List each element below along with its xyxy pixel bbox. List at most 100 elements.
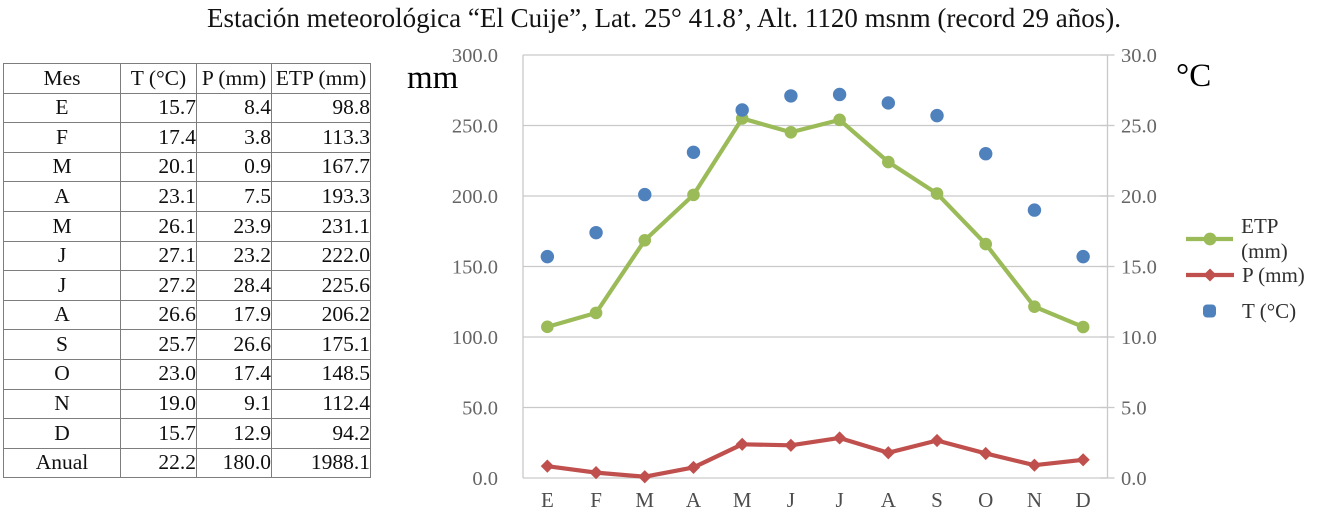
legend-label-p: P (mm) <box>1242 262 1305 287</box>
gridlines <box>522 54 1115 479</box>
table-cell-month: D <box>3 418 121 449</box>
table-cell-value: 15.7 <box>120 418 197 449</box>
etp-series <box>541 112 1090 334</box>
p-marker <box>1027 458 1042 472</box>
table-cell-value: 15.7 <box>120 92 197 124</box>
svg-text:150.0: 150.0 <box>452 257 498 279</box>
svg-text:J: J <box>836 488 844 512</box>
etp-marker <box>1076 320 1090 334</box>
left-axis-unit-label: mm <box>407 60 459 96</box>
svg-text:30.0: 30.0 <box>1121 45 1157 67</box>
legend-item-t: T (°C) <box>1186 298 1328 324</box>
table-cell-value: 113.3 <box>271 122 371 153</box>
table-cell-value: 7.5 <box>196 181 272 212</box>
table-cell-value: 193.3 <box>271 181 371 212</box>
etp-marker <box>638 233 652 247</box>
right-axis-unit-label: °C <box>1176 58 1212 94</box>
etp-marker <box>1028 300 1041 313</box>
svg-text:E: E <box>541 488 554 512</box>
legend-item-p: P (mm) <box>1186 262 1328 288</box>
p-marker <box>1076 453 1090 467</box>
t-point-marker-icon <box>1203 304 1216 318</box>
table-cell-value: 27.2 <box>120 270 197 301</box>
table-header-cell: T (°C) <box>120 63 197 94</box>
t-marker <box>589 225 603 240</box>
table-row: Anual 22.2 180.0 1988.1 <box>3 447 371 479</box>
table-row: N 19.0 9.1 112.4 <box>3 388 371 420</box>
t-marker <box>832 87 847 102</box>
table-cell-value: 167.7 <box>271 151 371 183</box>
table-cell-value: 148.5 <box>271 358 371 390</box>
p-marker <box>686 460 701 475</box>
legend-label-etp: ETP (mm) <box>1241 214 1288 263</box>
p-marker <box>881 446 895 460</box>
t-marker <box>735 103 749 117</box>
p-series <box>540 431 1090 484</box>
table-cell-value: 3.8 <box>196 122 272 153</box>
table-cell-month: Anual <box>3 447 121 479</box>
svg-text:A: A <box>686 488 702 512</box>
table-cell-value: 28.4 <box>196 270 272 301</box>
table-cell-month: F <box>3 122 121 153</box>
svg-text:M: M <box>635 488 654 512</box>
p-marker <box>930 433 944 448</box>
t-marker <box>1076 249 1090 264</box>
right-axis-tick-labels: 0.0 5.0 10.0 15.0 20.0 25.0 30.0 <box>1121 45 1157 490</box>
table-cell-month: E <box>3 92 121 124</box>
t-marker <box>638 187 652 202</box>
t-marker <box>979 147 993 161</box>
p-line-marker-icon <box>1186 268 1234 282</box>
table-header-row: Mes T (°C) P (mm) ETP (mm) <box>3 63 371 94</box>
table-cell-value: 8.4 <box>196 92 272 124</box>
table-cell-month: N <box>3 388 121 420</box>
svg-text:15.0: 15.0 <box>1121 257 1157 279</box>
climate-data-table: Mes T (°C) P (mm) ETP (mm) E 15.7 8.4 98.8 F 17.… <box>3 63 371 479</box>
table-cell-value: 23.2 <box>196 240 272 272</box>
etp-marker <box>541 320 554 334</box>
t-marker <box>881 96 896 110</box>
svg-text:O: O <box>978 488 993 512</box>
table-cell-value: 20.1 <box>120 151 197 183</box>
svg-text:200.0: 200.0 <box>452 186 498 208</box>
table-cell-month: A <box>3 181 121 212</box>
svg-text:A: A <box>881 488 897 512</box>
table-cell-value: 17.9 <box>196 299 272 331</box>
chart-legend: ETP (mm) P (mm) T (°C) <box>1186 214 1328 324</box>
legend-label-t: T (°C) <box>1242 298 1297 323</box>
table-cell-value: 26.1 <box>120 210 197 242</box>
table-header-cell: Mes <box>3 63 121 94</box>
table-cell-value: 206.2 <box>271 299 371 331</box>
svg-text:250.0: 250.0 <box>452 116 498 138</box>
table-cell-value: 22.2 <box>120 447 197 479</box>
etp-marker <box>687 188 700 202</box>
p-marker <box>979 446 993 461</box>
svg-text:0.0: 0.0 <box>472 468 498 490</box>
legend-item-etp: ETP (mm) <box>1186 214 1328 263</box>
table-cell-month: O <box>3 358 121 390</box>
table-cell-value: 12.9 <box>196 418 272 449</box>
svg-text:S: S <box>931 488 943 512</box>
table-row: F 17.4 3.8 113.3 <box>3 122 371 153</box>
page-title: Estación meteorológica “El Cuije”, Lat. … <box>206 3 1122 33</box>
svg-text:D: D <box>1076 488 1091 512</box>
etp-line-marker-icon <box>1186 232 1234 246</box>
etp-marker <box>882 155 895 169</box>
etp-marker <box>979 237 993 251</box>
etp-marker <box>833 113 846 127</box>
svg-text:20.0: 20.0 <box>1121 186 1157 208</box>
svg-text:10.0: 10.0 <box>1121 327 1157 349</box>
p-marker <box>833 431 847 445</box>
svg-text:0.0: 0.0 <box>1121 468 1147 490</box>
table-row: M 26.1 23.9 231.1 <box>3 210 371 242</box>
t-marker <box>1027 203 1042 217</box>
t-marker <box>930 108 944 123</box>
table-cell-value: 9.1 <box>196 388 272 420</box>
p-marker <box>638 470 652 484</box>
etp-marker <box>589 306 603 320</box>
table-cell-value: 27.1 <box>120 240 197 272</box>
svg-text:J: J <box>787 488 795 512</box>
p-marker <box>735 437 749 451</box>
t-marker <box>784 89 798 103</box>
